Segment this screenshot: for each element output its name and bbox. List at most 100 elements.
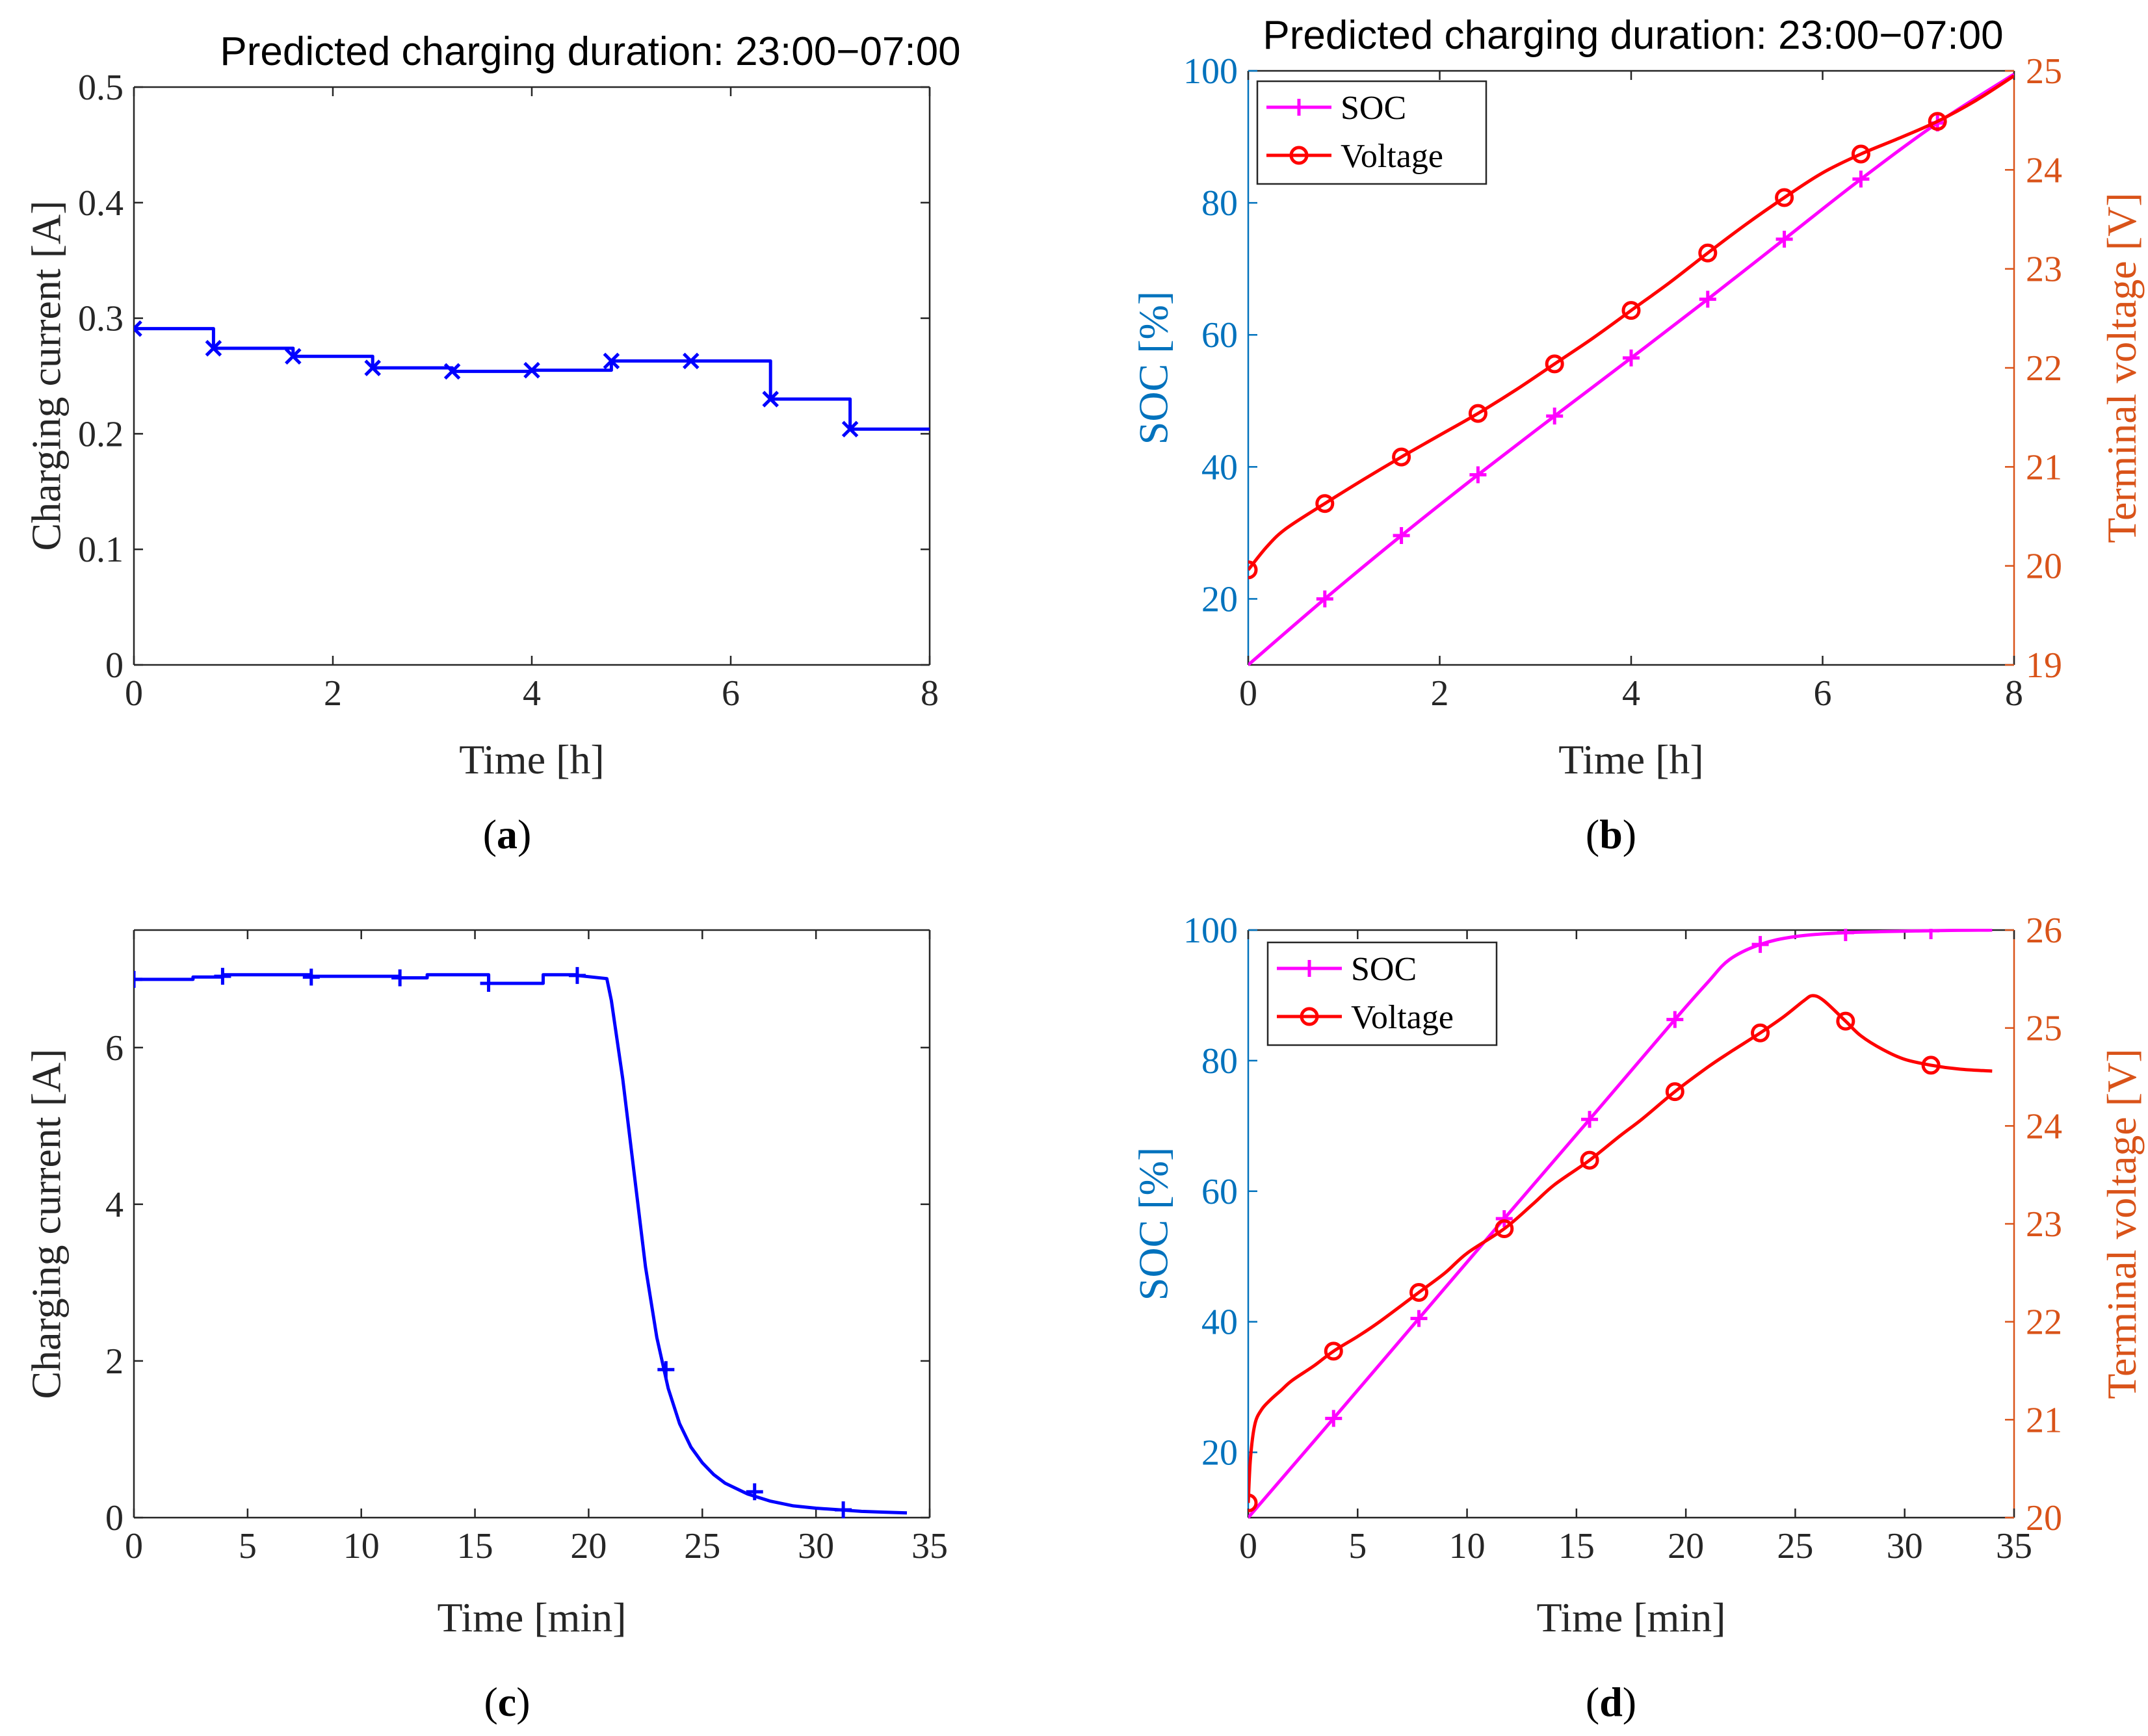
x-tick-label-b: 4 (1622, 673, 1640, 714)
x-tick-label-b: 0 (1239, 673, 1257, 714)
y-axis-right-label-b: Terminal voltage [V] (2099, 192, 2145, 543)
data-point-voltage-d (1836, 1011, 1855, 1031)
x-tick-label-a: 4 (523, 673, 541, 714)
legend-marker-voltage-d (1300, 1007, 1319, 1026)
y-right-tick-label-d: 21 (2026, 1400, 2062, 1440)
data-point-voltage-d (1324, 1341, 1343, 1361)
series-line-voltage-d (1248, 994, 1993, 1503)
data-point-charging-current-a (762, 391, 779, 408)
data-point-voltage-d (1921, 1056, 1941, 1075)
y-right-tick-label-b: 23 (2026, 250, 2062, 290)
y-tick-label-d: 40 (1201, 1302, 1238, 1343)
data-point-voltage-d (1409, 1282, 1429, 1302)
data-point-charging-current-a (443, 363, 461, 380)
panel-a: Predicted charging duration: 23:00−07:00… (23, 29, 960, 857)
data-point-voltage-b (1775, 188, 1794, 207)
data-point-voltage-d (1248, 1493, 1258, 1512)
x-tick-label-c: 30 (798, 1526, 834, 1566)
plot-area-c (134, 930, 930, 1518)
data-point-soc-b (1469, 466, 1487, 484)
y-right-tick-label-b: 19 (2026, 645, 2062, 686)
y-right-tick-label-d: 20 (2026, 1498, 2062, 1538)
y-tick-label-c: 4 (105, 1185, 124, 1225)
x-tick-label-d: 10 (1449, 1526, 1486, 1566)
panel-c-caption-letter: c (498, 1679, 516, 1725)
data-point-voltage-b (1928, 112, 1947, 131)
legend-d: SOC Voltage (1266, 941, 1498, 1046)
panel-a-title: Predicted charging duration: 23:00−07:00 (220, 29, 960, 74)
y-right-tick-label-b: 21 (2026, 447, 2062, 487)
data-point-soc-d (1922, 929, 1940, 939)
x-tick-label-a: 6 (722, 673, 740, 714)
y-tick-label-c: 0 (105, 1498, 124, 1538)
y-right-tick-label-b: 22 (2026, 348, 2062, 389)
y-right-tick-label-b: 24 (2026, 150, 2062, 190)
y-tick-label-a: 0.1 (78, 530, 124, 570)
data-point-soc-b (1623, 349, 1640, 367)
data-point-charging-current-c (391, 969, 409, 987)
data-point-charging-current-c (480, 974, 497, 992)
y-right-tick-label-d: 22 (2026, 1302, 2062, 1343)
data-point-soc-b (1775, 230, 1793, 248)
y-right-tick-label-b: 20 (2026, 547, 2062, 587)
panel-b-title: Predicted charging duration: 23:00−07:00 (1263, 13, 2003, 58)
y-tick-label-c: 6 (105, 1028, 124, 1069)
x-tick-label-d: 0 (1239, 1526, 1257, 1566)
x-tick-label-c: 20 (570, 1526, 607, 1566)
legend-label-voltage-d: Voltage (1351, 999, 1454, 1036)
series-voltage-b (1248, 74, 2014, 580)
x-tick-label-d: 15 (1558, 1526, 1595, 1566)
y-right-tick-label-d: 23 (2026, 1204, 2062, 1245)
data-point-voltage-d (1751, 1023, 1770, 1043)
data-point-charging-current-c (657, 1361, 675, 1379)
series-voltage-d (1248, 994, 1993, 1512)
data-point-charging-current-c (214, 968, 231, 985)
series-soc-d (1248, 929, 1993, 1519)
panel-d-caption: (d) (1586, 1679, 1636, 1725)
x-tick-label-b: 8 (2005, 673, 2023, 714)
y-tick-label-c: 2 (105, 1341, 124, 1382)
panel-b: Predicted charging duration: 23:00−07:00… (1130, 13, 2145, 857)
legend-label-soc-b: SOC (1341, 90, 1406, 127)
y-tick-label-d: 100 (1183, 911, 1238, 951)
x-axis-label-d: Time [min] (1537, 1594, 1726, 1640)
data-point-soc-b (1546, 408, 1564, 425)
series-charging-current-c (134, 966, 908, 1518)
y-axis-label-a: Charging current [A] (23, 200, 69, 551)
x-tick-label-c: 15 (457, 1526, 493, 1566)
x-tick-label-d: 5 (1348, 1526, 1367, 1566)
x-tick-label-c: 5 (239, 1526, 257, 1566)
data-point-voltage-b (1621, 301, 1641, 320)
data-point-charging-current-c (134, 970, 142, 988)
data-point-soc-d (1751, 936, 1769, 953)
legend-marker-soc-b (1290, 99, 1307, 116)
data-point-voltage-d (1665, 1082, 1684, 1102)
legend-box-b (1256, 80, 1487, 185)
data-point-soc-d (1666, 1011, 1684, 1028)
x-tick-label-a: 8 (921, 673, 939, 714)
y-tick-label-a: 0.2 (78, 414, 124, 454)
y-tick-label-d: 60 (1201, 1172, 1238, 1212)
panel-d: (d) 0 5 10 15 20 25 30 352040608010020212223242… (1130, 911, 2145, 1725)
legend-b: SOC Voltage (1256, 80, 1487, 185)
data-point-charging-current-a (364, 359, 381, 376)
data-point-voltage-d (1580, 1150, 1599, 1170)
y-axis-label-d: SOC [%] (1130, 1147, 1176, 1301)
x-tick-label-c: 35 (911, 1526, 948, 1566)
data-point-charging-current-c (302, 968, 320, 986)
data-point-voltage-b (1248, 560, 1258, 580)
x-tick-label-d: 20 (1668, 1526, 1704, 1566)
x-axis-label-a: Time [h] (459, 736, 604, 783)
legend-label-soc-d: SOC (1351, 951, 1417, 988)
panel-a-caption: (a) (483, 811, 532, 857)
data-point-charging-current-c (746, 1483, 763, 1501)
y-axis-label-c: Charging current [A] (23, 1048, 69, 1399)
panel-a-caption-letter: a (497, 811, 517, 857)
data-point-charging-current-a (603, 352, 620, 370)
y-tick-label-d: 20 (1201, 1433, 1238, 1473)
panel-c-caption: (c) (484, 1679, 530, 1725)
y-tick-label-b: 80 (1201, 183, 1238, 224)
data-point-soc-b (1699, 291, 1716, 308)
y-tick-label-a: 0.3 (78, 299, 124, 339)
y-right-tick-label-d: 24 (2026, 1106, 2062, 1147)
